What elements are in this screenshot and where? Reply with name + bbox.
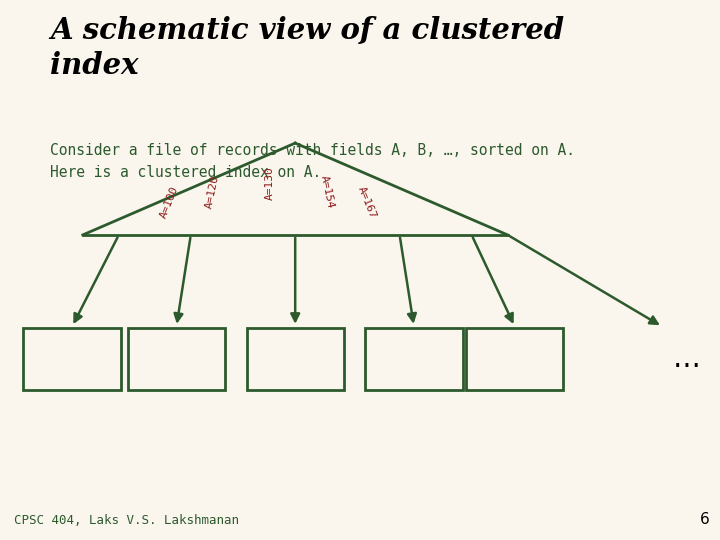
Bar — [246, 328, 344, 390]
Text: …: … — [673, 345, 701, 373]
Bar — [365, 328, 462, 390]
Text: Consider a file of records with fields A, B, …, sorted on A.: Consider a file of records with fields A… — [50, 143, 575, 158]
Text: A=130: A=130 — [265, 167, 275, 200]
Text: CPSC 404, Laks V.S. Lakshmanan: CPSC 404, Laks V.S. Lakshmanan — [14, 514, 239, 526]
Text: Here is a clustered index on A.: Here is a clustered index on A. — [50, 165, 322, 180]
Text: A=167: A=167 — [356, 185, 378, 220]
Text: A=100: A=100 — [158, 185, 180, 220]
Text: 6: 6 — [699, 511, 709, 526]
Text: A=154: A=154 — [319, 174, 336, 209]
Text: A schematic view of a clustered
index: A schematic view of a clustered index — [50, 16, 564, 80]
Bar — [128, 328, 225, 390]
Bar — [23, 328, 121, 390]
Bar — [467, 328, 563, 390]
Text: A=120: A=120 — [204, 174, 221, 209]
